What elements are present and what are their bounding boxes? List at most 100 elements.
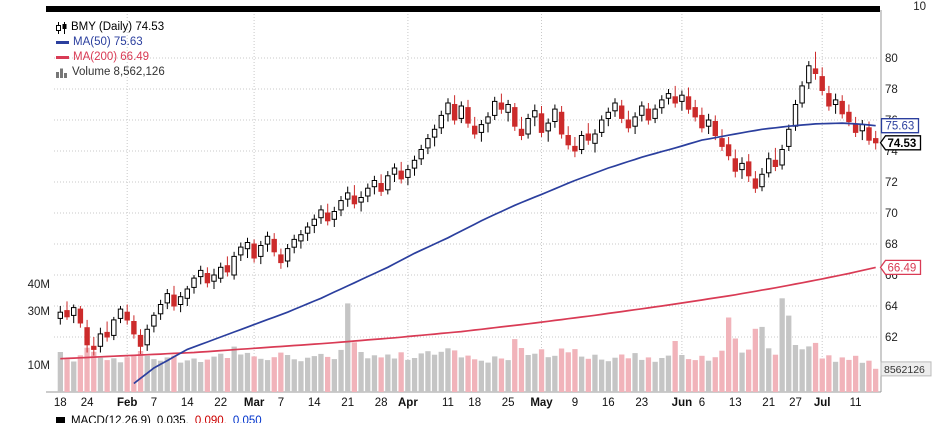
volume-bar: [391, 358, 398, 392]
candle-body: [325, 212, 331, 222]
candle-body: [298, 234, 304, 242]
volume-bar: [498, 358, 505, 392]
svg-text:74.53: 74.53: [888, 138, 917, 150]
candle-body: [164, 293, 171, 304]
volume-bar: [779, 298, 785, 392]
volume-bar: [117, 362, 124, 392]
candle-body: [665, 93, 672, 99]
candle-body: [472, 125, 478, 135]
volume-bar: [178, 362, 184, 392]
candle-body: [532, 110, 538, 118]
candle-body: [351, 195, 358, 205]
volume-bar: [752, 328, 758, 392]
candle-body: [271, 238, 277, 253]
svg-text:9: 9: [572, 397, 578, 409]
volume-axis-labels: 40M 30M 10M: [28, 279, 50, 372]
ma50-label: MA(50) 75.63: [73, 36, 143, 48]
volume-bar: [318, 353, 324, 392]
candle-body: [619, 105, 625, 119]
volume-bar: [726, 317, 732, 392]
svg-text:7: 7: [151, 397, 157, 409]
candle-body: [91, 345, 97, 350]
volume-bar: [224, 358, 231, 392]
svg-text:16: 16: [602, 397, 615, 409]
candle-body: [258, 245, 264, 257]
candle-body: [846, 111, 852, 123]
last-price-callout: 74.53: [879, 135, 922, 151]
volume-bar: [645, 357, 652, 392]
volume-bar: [873, 368, 879, 392]
candle-body: [365, 187, 371, 197]
candle-body: [278, 254, 284, 264]
volume-bar: [311, 356, 317, 392]
candle-body: [812, 68, 819, 75]
ma200-swatch: [56, 56, 69, 59]
volume-bar: [799, 349, 805, 392]
volume-bar: [853, 355, 859, 392]
svg-text:27: 27: [789, 397, 802, 409]
volume-bar: [57, 352, 63, 392]
gridlines: [54, 14, 879, 392]
candle-body: [191, 277, 197, 288]
candle-body: [806, 65, 812, 84]
volume-bar: [365, 358, 371, 393]
volume-bar: [679, 355, 685, 392]
candle-body: [699, 114, 705, 129]
volume-bar: [438, 351, 444, 392]
svg-text:30M: 30M: [28, 306, 50, 318]
candle-body: [685, 96, 692, 110]
candle-body: [445, 102, 451, 115]
volume-bar: [284, 355, 291, 392]
candle-body: [512, 107, 518, 127]
volume-bar: [492, 356, 498, 392]
volume-bar: [705, 360, 712, 392]
svg-text:70: 70: [885, 208, 898, 220]
candle-body: [204, 273, 211, 284]
candle-body: [518, 128, 525, 137]
pane-divider: [46, 6, 880, 12]
volume-bar: [198, 362, 204, 392]
candle-body: [645, 108, 652, 121]
volume-bar: [418, 353, 424, 392]
volume-bar: [84, 347, 90, 392]
volume-bar: [445, 348, 451, 392]
volume-bar: [732, 338, 738, 392]
macd-legend-row: MACD(12,26,9) 0.035, 0.090, 0.050: [56, 415, 262, 423]
svg-text:28: 28: [375, 397, 388, 409]
clipped-axis-label: 10: [913, 1, 926, 13]
volume-bar: [846, 359, 852, 392]
candle-body: [612, 102, 618, 112]
volume-bar: [639, 359, 645, 392]
candle-body: [492, 100, 498, 116]
svg-text:18: 18: [468, 397, 481, 409]
volume-bar: [164, 357, 170, 392]
volume-bar: [291, 359, 297, 392]
candle-body: [64, 310, 70, 318]
svg-text:68: 68: [885, 239, 898, 251]
volume-bar: [271, 357, 277, 392]
candle-body: [719, 138, 725, 147]
volume-bar: [458, 357, 464, 392]
candle-body: [772, 159, 779, 168]
candle-body: [679, 94, 685, 102]
candle-body: [866, 127, 872, 141]
volume-bar: [565, 352, 571, 392]
candle-body: [752, 178, 759, 189]
volume-bar: [385, 354, 391, 392]
volume-bar: [298, 361, 304, 392]
volume-bar: [231, 346, 237, 392]
candle-body: [498, 102, 505, 110]
volume-bar: [331, 359, 337, 392]
volume-bar: [605, 361, 611, 392]
candle-body: [625, 119, 632, 129]
candle-body: [157, 304, 164, 315]
ma200-price-callout: 66.49: [879, 259, 922, 276]
volume-bar: [157, 360, 164, 392]
candle-body: [411, 159, 418, 169]
candle-body: [177, 296, 184, 306]
volume-bar: [585, 358, 591, 392]
volume-bar: [171, 355, 177, 392]
candle-body: [578, 135, 585, 150]
candle-body: [291, 238, 297, 248]
